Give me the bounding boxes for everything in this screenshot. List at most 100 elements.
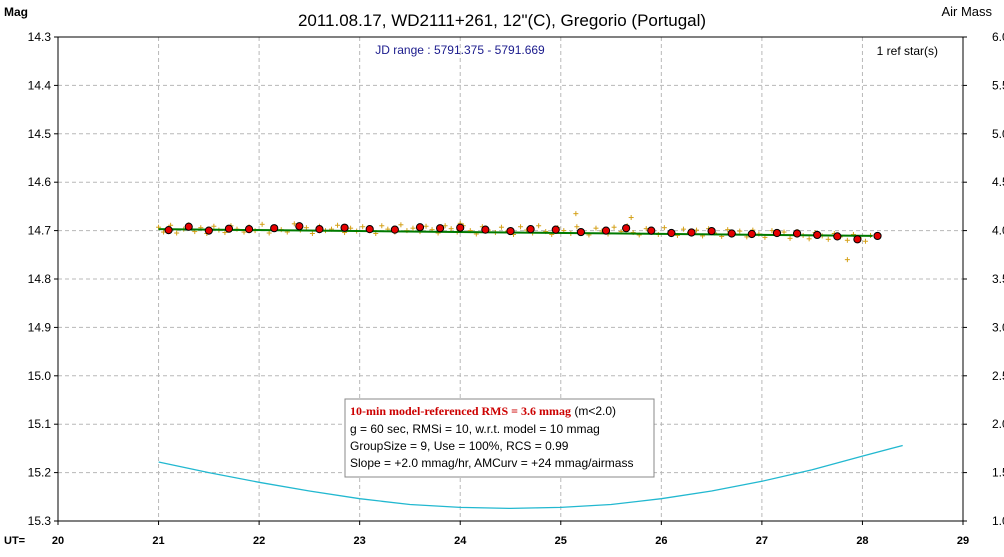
ref-stars-label: 1 ref star(s) bbox=[877, 44, 938, 58]
binned-point bbox=[415, 223, 425, 232]
binned-point bbox=[224, 224, 234, 233]
individual-point bbox=[156, 224, 162, 230]
individual-point bbox=[309, 231, 315, 237]
annotation-line-2: g = 60 sec, RMSi = 10, w.r.t. model = 10… bbox=[350, 422, 600, 436]
y-tick-label-left: 14.7 bbox=[28, 224, 52, 238]
individual-point bbox=[781, 229, 787, 235]
annotation-rms: 10-min model-referenced RMS = 3.6 mmag bbox=[350, 404, 571, 418]
individual-point bbox=[661, 225, 667, 231]
individual-point bbox=[536, 223, 542, 229]
binned-point bbox=[295, 222, 304, 231]
individual-point bbox=[787, 235, 793, 241]
y-tick-label-left: 15.1 bbox=[28, 417, 52, 431]
individual-point bbox=[259, 221, 265, 227]
x-tick-label: 20 bbox=[52, 535, 64, 547]
x-tick-label: 26 bbox=[655, 535, 667, 547]
y-tick-label-right: 5.5 bbox=[992, 78, 1004, 92]
individual-point bbox=[291, 221, 297, 227]
binned-point bbox=[772, 228, 782, 238]
individual-point bbox=[806, 236, 812, 242]
y-tick-label-right: 2.0 bbox=[992, 417, 1004, 431]
binned-point bbox=[813, 230, 822, 240]
individual-point bbox=[737, 228, 743, 234]
binned-point bbox=[873, 231, 882, 241]
right-y-ticks: 6.0 5.5 5.0 4.5 4.0 3.5 3.0 2.5 2.0 1.5 1.0 bbox=[963, 30, 1004, 528]
y-tick-label-left: 14.5 bbox=[28, 127, 52, 141]
binned-point bbox=[270, 224, 279, 233]
binned-point bbox=[622, 224, 631, 233]
left-axis-label: Mag bbox=[4, 5, 28, 19]
x-tick-label: 27 bbox=[756, 535, 768, 547]
chart-title: 2011.08.17, WD2111+261, 12"(C), Gregorio… bbox=[298, 11, 706, 30]
individual-point bbox=[573, 211, 579, 217]
binned-point bbox=[365, 225, 374, 234]
y-tick-label-left: 14.3 bbox=[28, 30, 52, 44]
binned-point bbox=[184, 222, 193, 231]
x-ticks: 20 21 22 23 24 25 26 27 28 29 bbox=[52, 521, 969, 547]
binned-point bbox=[601, 226, 611, 235]
binned-point bbox=[576, 227, 585, 237]
binned-points-series bbox=[164, 222, 882, 244]
binned-point bbox=[436, 224, 445, 233]
y-tick-label-right: 4.5 bbox=[992, 175, 1004, 189]
individual-point bbox=[448, 226, 454, 232]
individual-point bbox=[222, 230, 228, 236]
binned-point bbox=[727, 229, 736, 238]
individual-point bbox=[611, 224, 617, 230]
individual-point bbox=[174, 230, 180, 236]
individual-point bbox=[266, 230, 272, 236]
x-tick-label: 22 bbox=[253, 535, 265, 547]
binned-point bbox=[833, 232, 842, 241]
binned-point bbox=[647, 226, 656, 235]
y-tick-label-left: 15.2 bbox=[28, 466, 52, 480]
x-axis-prefix: UT= bbox=[4, 535, 25, 547]
individual-point bbox=[574, 224, 580, 230]
binned-point bbox=[853, 235, 862, 244]
binned-point bbox=[551, 225, 560, 234]
individual-point bbox=[398, 222, 404, 228]
binned-point bbox=[456, 223, 465, 232]
individual-point bbox=[379, 223, 385, 229]
binned-point bbox=[164, 226, 173, 235]
individual-point bbox=[825, 236, 831, 242]
binned-point bbox=[792, 229, 802, 238]
jd-range-label: JD range : 5791.375 - 5791.669 bbox=[375, 43, 545, 57]
individual-point bbox=[769, 228, 775, 234]
individual-point bbox=[694, 227, 700, 233]
y-tick-label-right: 3.0 bbox=[992, 320, 1004, 334]
individual-point bbox=[211, 223, 217, 229]
binned-point bbox=[707, 226, 716, 236]
y-tick-label-right: 4.0 bbox=[992, 224, 1004, 238]
individual-point bbox=[303, 225, 309, 231]
binned-point bbox=[667, 228, 676, 238]
x-tick-label: 29 bbox=[957, 535, 969, 547]
annotation-condition: (m<2.0) bbox=[571, 404, 616, 418]
y-tick-label-right: 2.5 bbox=[992, 369, 1004, 383]
binned-point bbox=[390, 225, 399, 234]
y-tick-label-left: 15.3 bbox=[28, 514, 52, 528]
individual-point bbox=[725, 227, 731, 233]
y-tick-label-right: 1.0 bbox=[992, 514, 1004, 528]
individual-point bbox=[360, 224, 366, 230]
y-tick-label-right: 1.5 bbox=[992, 466, 1004, 480]
airmass-series bbox=[158, 444, 903, 510]
individual-point bbox=[442, 223, 448, 229]
annotation-line-1: 10-min model-referenced RMS = 3.6 mmag (… bbox=[350, 404, 616, 418]
annotation-line-4: Slope = +2.0 mmag/hr, AMCurv = +24 mmag/… bbox=[350, 456, 633, 470]
individual-point bbox=[423, 223, 429, 229]
binned-point bbox=[315, 225, 324, 234]
binned-point bbox=[340, 223, 349, 232]
individual-point bbox=[335, 222, 341, 228]
y-tick-label-right: 5.0 bbox=[992, 127, 1004, 141]
individual-point bbox=[498, 224, 504, 230]
x-tick-label: 28 bbox=[856, 535, 868, 547]
y-tick-label-left: 15.0 bbox=[28, 369, 52, 383]
individual-point bbox=[628, 215, 634, 221]
binned-point bbox=[687, 228, 696, 237]
individual-point bbox=[410, 225, 416, 231]
individual-point bbox=[844, 237, 850, 243]
individual-point bbox=[862, 238, 868, 244]
right-axis-label: Air Mass bbox=[941, 4, 992, 19]
binned-point bbox=[204, 226, 213, 235]
